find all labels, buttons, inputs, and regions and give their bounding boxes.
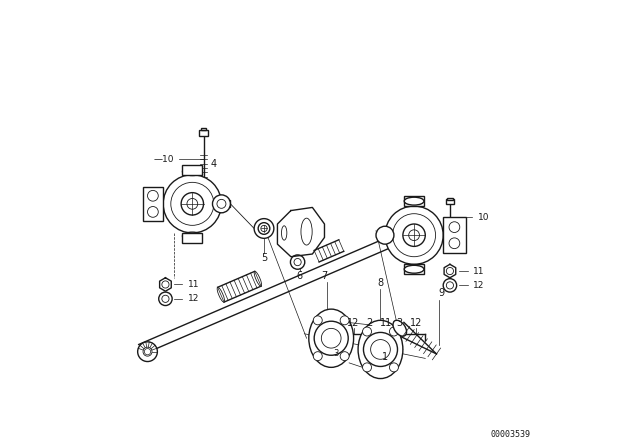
Text: 9: 9 xyxy=(439,289,445,298)
Bar xyxy=(443,217,466,253)
Bar xyxy=(143,187,163,220)
Ellipse shape xyxy=(254,271,262,286)
Text: 3: 3 xyxy=(333,349,339,358)
Circle shape xyxy=(258,223,270,234)
Text: 4: 4 xyxy=(211,159,216,168)
Circle shape xyxy=(181,193,204,215)
Bar xyxy=(447,198,452,200)
Text: 11: 11 xyxy=(380,318,392,327)
Ellipse shape xyxy=(404,197,424,205)
Ellipse shape xyxy=(182,168,202,176)
Bar xyxy=(200,130,207,136)
Circle shape xyxy=(389,327,398,336)
Circle shape xyxy=(376,226,394,244)
Text: 00003539: 00003539 xyxy=(490,430,531,439)
Bar xyxy=(404,264,424,274)
Circle shape xyxy=(340,352,349,361)
Bar xyxy=(217,200,230,207)
Bar xyxy=(446,199,454,204)
Circle shape xyxy=(261,225,267,232)
Circle shape xyxy=(403,224,425,246)
Text: 6: 6 xyxy=(297,271,303,280)
Ellipse shape xyxy=(217,287,225,302)
Ellipse shape xyxy=(358,320,403,379)
Circle shape xyxy=(163,175,221,233)
Text: 1: 1 xyxy=(382,352,388,362)
Circle shape xyxy=(364,332,397,366)
Text: 7: 7 xyxy=(321,271,328,281)
Circle shape xyxy=(340,316,349,325)
Circle shape xyxy=(371,340,390,359)
Ellipse shape xyxy=(404,265,424,273)
Circle shape xyxy=(321,328,341,348)
Text: 3: 3 xyxy=(396,318,403,327)
Text: 12: 12 xyxy=(188,294,199,303)
Circle shape xyxy=(392,214,436,257)
Text: 12: 12 xyxy=(410,318,422,327)
Circle shape xyxy=(449,222,460,233)
Text: 10: 10 xyxy=(477,213,489,222)
Text: 5: 5 xyxy=(261,253,267,263)
Circle shape xyxy=(291,255,305,269)
Circle shape xyxy=(147,207,158,217)
Circle shape xyxy=(314,352,323,361)
Text: 11: 11 xyxy=(188,280,199,289)
Circle shape xyxy=(446,282,454,289)
Text: 12: 12 xyxy=(473,281,484,290)
Text: 12: 12 xyxy=(348,318,360,327)
Text: 8: 8 xyxy=(378,278,383,288)
Circle shape xyxy=(449,238,460,249)
Circle shape xyxy=(294,258,301,266)
Bar xyxy=(182,233,202,243)
Text: 2: 2 xyxy=(366,318,372,327)
Circle shape xyxy=(145,349,150,355)
Ellipse shape xyxy=(393,320,406,336)
Circle shape xyxy=(389,363,398,372)
Circle shape xyxy=(217,199,226,208)
Bar xyxy=(404,196,424,206)
Circle shape xyxy=(212,195,230,213)
Circle shape xyxy=(187,198,198,209)
Circle shape xyxy=(162,295,169,302)
Circle shape xyxy=(362,327,371,336)
Text: —10: —10 xyxy=(154,155,174,164)
Circle shape xyxy=(409,230,419,241)
Circle shape xyxy=(254,219,274,238)
Circle shape xyxy=(162,281,169,288)
Circle shape xyxy=(143,347,152,356)
Circle shape xyxy=(443,279,457,292)
Ellipse shape xyxy=(282,226,287,240)
Ellipse shape xyxy=(301,218,312,245)
Circle shape xyxy=(362,363,371,372)
Circle shape xyxy=(147,190,158,201)
Circle shape xyxy=(446,267,454,275)
Circle shape xyxy=(314,321,348,355)
Ellipse shape xyxy=(309,309,353,367)
Text: 11: 11 xyxy=(473,267,484,276)
Bar xyxy=(201,128,206,130)
Circle shape xyxy=(159,292,172,306)
Bar xyxy=(182,165,202,175)
Circle shape xyxy=(171,182,214,225)
Circle shape xyxy=(138,342,157,362)
Ellipse shape xyxy=(182,232,202,240)
Circle shape xyxy=(385,206,443,264)
Circle shape xyxy=(314,316,323,325)
